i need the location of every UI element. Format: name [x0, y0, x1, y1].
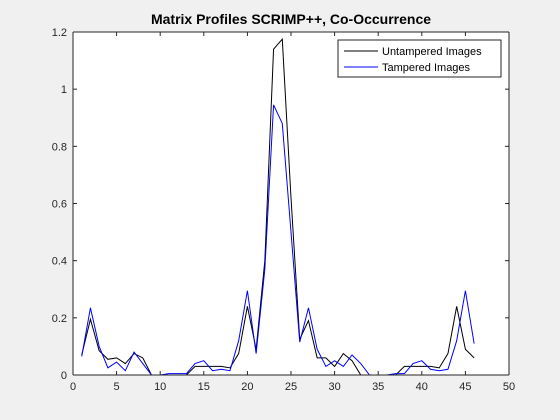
y-tick-label: 1 — [61, 84, 67, 96]
legend-label-1: Untampered Images — [382, 46, 482, 58]
x-tick-label: 15 — [198, 381, 210, 393]
y-tick-label: 0 — [61, 370, 67, 382]
series-line-1 — [81, 37, 475, 376]
y-tick-label: 0.8 — [52, 141, 67, 153]
x-tick-label: 30 — [328, 381, 340, 393]
y-tick-label: 0.2 — [52, 313, 67, 325]
legend: Untampered Images Tampered Images — [337, 39, 502, 78]
x-tick-label: 25 — [285, 381, 297, 393]
axes-layer: 0 5 10 15 20 25 30 35 40 45 50 0 0.2 0.4 0.6 0.8 1 1.2 — [52, 27, 515, 393]
y-tick-label: 1.2 — [52, 27, 67, 39]
x-tick-label: 5 — [114, 381, 120, 393]
chart-title: Matrix Profiles SCRIMP++, Co-Occurrence — [151, 11, 431, 27]
x-tick-label: 45 — [459, 381, 471, 393]
lines-layer — [81, 37, 475, 376]
y-tick-label: 0.4 — [52, 256, 67, 268]
x-tick-label: 35 — [372, 381, 384, 393]
x-tick-label: 10 — [154, 381, 166, 393]
x-tick-label: 0 — [70, 381, 76, 393]
legend-label-2: Tampered Images — [382, 62, 471, 74]
legend-box — [337, 39, 502, 78]
series-line-2 — [81, 104, 475, 376]
x-tick-label: 20 — [241, 381, 253, 393]
x-tick-label: 40 — [416, 381, 428, 393]
y-tick-label: 0.6 — [52, 199, 67, 211]
x-tick-label: 50 — [503, 381, 515, 393]
